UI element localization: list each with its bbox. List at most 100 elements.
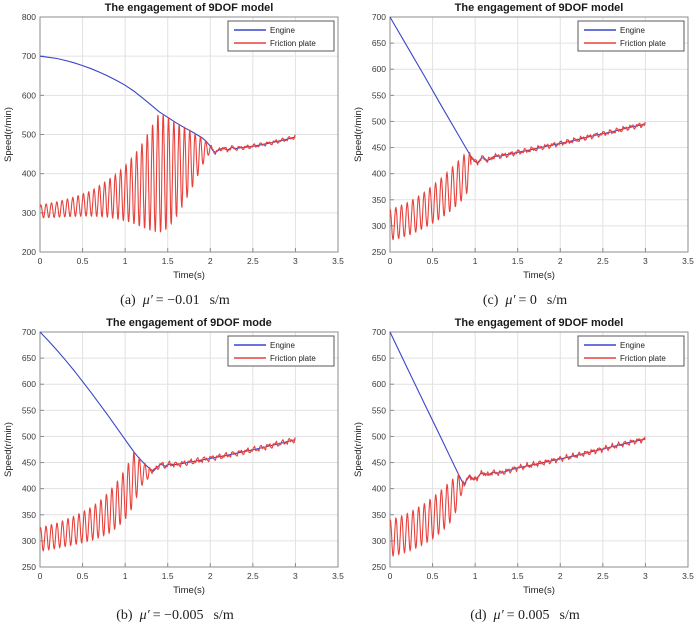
caption-label: (b) — [116, 608, 133, 623]
y-tick-labels: 250 300 350 400 450 500 550 600 650 700 — [372, 327, 386, 572]
x-axis-label: Time(s) — [173, 585, 205, 596]
gridlines — [39, 16, 339, 253]
chart-d: 0 0.5 1 1.5 2 2.5 3 3.5 250 300 350 400 450 500 550 600… — [353, 317, 695, 596]
svg-text:200: 200 — [22, 247, 36, 257]
y-axis-label: Speed(r/min) — [3, 107, 14, 162]
svg-text:Friction plate: Friction plate — [270, 354, 316, 363]
svg-text:400: 400 — [22, 169, 36, 179]
svg-text:0: 0 — [38, 571, 43, 581]
svg-text:700: 700 — [22, 327, 36, 337]
svg-text:350: 350 — [372, 510, 386, 520]
svg-text:700: 700 — [22, 51, 36, 61]
legend: Engine Friction plate — [227, 335, 335, 367]
x-axis-label: Time(s) — [523, 270, 555, 281]
svg-text:800: 800 — [22, 12, 36, 22]
svg-text:2: 2 — [208, 571, 213, 581]
svg-text:500: 500 — [372, 431, 386, 441]
tick-marks — [389, 331, 689, 568]
svg-text:1: 1 — [123, 256, 128, 266]
caption-label: (d) — [470, 608, 487, 623]
svg-text:2.5: 2.5 — [247, 571, 259, 581]
legend-item-friction-plate: Friction plate — [234, 354, 316, 363]
svg-text:250: 250 — [372, 247, 386, 257]
svg-text:Friction plate: Friction plate — [620, 39, 666, 48]
svg-text:700: 700 — [372, 327, 386, 337]
axes-box — [389, 331, 689, 568]
x-tick-labels: 0 0.5 1 1.5 2 2.5 3 3.5 — [38, 571, 345, 581]
svg-text:650: 650 — [22, 353, 36, 363]
x-tick-labels: 0 0.5 1 1.5 2 2.5 3 3.5 — [38, 256, 345, 266]
svg-text:1: 1 — [473, 571, 478, 581]
svg-text:3.5: 3.5 — [332, 571, 344, 581]
svg-text:Engine: Engine — [620, 341, 645, 350]
legend-item-engine: Engine — [584, 26, 645, 35]
svg-text:1.5: 1.5 — [512, 256, 524, 266]
svg-text:650: 650 — [372, 353, 386, 363]
svg-text:600: 600 — [22, 379, 36, 389]
svg-text:2: 2 — [208, 256, 213, 266]
svg-text:300: 300 — [22, 208, 36, 218]
svg-text:250: 250 — [372, 562, 386, 572]
svg-text:600: 600 — [372, 379, 386, 389]
svg-text:400: 400 — [372, 169, 386, 179]
y-axis-label: Speed(r/min) — [353, 422, 364, 477]
subplot-a: 0 0.5 1 1.5 2 2.5 3 3.5 200 300 400 500 600 700 800 The… — [0, 0, 350, 315]
caption-unit: s/m — [209, 293, 230, 308]
svg-text:500: 500 — [372, 116, 386, 126]
caption-unit: s/m — [546, 293, 568, 308]
svg-text:400: 400 — [22, 484, 36, 494]
caption-label: (c) — [482, 293, 499, 308]
caption-b: (b) μ′ = −0.005 s/m — [116, 606, 233, 626]
svg-text:650: 650 — [372, 38, 386, 48]
svg-text:Engine: Engine — [270, 341, 295, 350]
svg-text:0.5: 0.5 — [77, 256, 89, 266]
caption-value: = −0.01 — [155, 293, 200, 308]
caption-mu-symbol: μ′ — [139, 608, 150, 623]
chart-a: 0 0.5 1 1.5 2 2.5 3 3.5 200 300 400 500 600 700 800 The… — [3, 2, 345, 281]
svg-text:600: 600 — [22, 90, 36, 100]
svg-text:0.5: 0.5 — [77, 571, 89, 581]
svg-text:3: 3 — [293, 256, 298, 266]
svg-text:450: 450 — [372, 143, 386, 153]
chart-title: The engagement of 9DOF mode — [106, 317, 272, 329]
svg-text:3.5: 3.5 — [682, 256, 694, 266]
x-axis-label: Time(s) — [173, 270, 205, 281]
caption-unit: s/m — [213, 608, 234, 623]
legend-item-engine: Engine — [234, 341, 295, 350]
svg-text:600: 600 — [372, 64, 386, 74]
svg-text:Engine: Engine — [620, 26, 645, 35]
x-tick-labels: 0 0.5 1 1.5 2 2.5 3 3.5 — [388, 571, 695, 581]
subplot-b: 0 0.5 1 1.5 2 2.5 3 3.5 250 300 350 400 450 500 550 600… — [0, 315, 350, 631]
caption-unit: s/m — [559, 608, 580, 623]
svg-text:0: 0 — [388, 256, 393, 266]
y-axis-label: Speed(r/min) — [3, 422, 14, 477]
chart-title: The engagement of 9DOF model — [455, 2, 624, 14]
svg-text:400: 400 — [372, 484, 386, 494]
legend-item-engine: Engine — [584, 341, 645, 350]
svg-text:3.5: 3.5 — [682, 571, 694, 581]
svg-text:350: 350 — [372, 195, 386, 205]
svg-text:2.5: 2.5 — [597, 571, 609, 581]
caption-value: = 0.005 — [506, 608, 550, 623]
axes-box — [39, 331, 339, 568]
svg-text:1.5: 1.5 — [162, 256, 174, 266]
y-tick-labels: 250 300 350 400 450 500 550 600 650 700 — [22, 327, 36, 572]
svg-text:1.5: 1.5 — [512, 571, 524, 581]
chart-title: The engagement of 9DOF model — [455, 317, 624, 329]
svg-text:2.5: 2.5 — [597, 256, 609, 266]
svg-text:Friction plate: Friction plate — [620, 354, 666, 363]
svg-text:2.5: 2.5 — [247, 256, 259, 266]
svg-text:1: 1 — [123, 571, 128, 581]
svg-text:1: 1 — [473, 256, 478, 266]
svg-text:700: 700 — [372, 12, 386, 22]
svg-text:3: 3 — [293, 571, 298, 581]
friction-plate-line — [389, 436, 646, 558]
svg-text:3: 3 — [643, 571, 648, 581]
svg-text:550: 550 — [372, 405, 386, 415]
svg-text:0.5: 0.5 — [427, 256, 439, 266]
legend: Engine Friction plate — [577, 335, 685, 367]
gridlines — [389, 331, 689, 568]
caption-label: (a) — [120, 293, 136, 308]
friction-plate-line — [39, 437, 296, 552]
